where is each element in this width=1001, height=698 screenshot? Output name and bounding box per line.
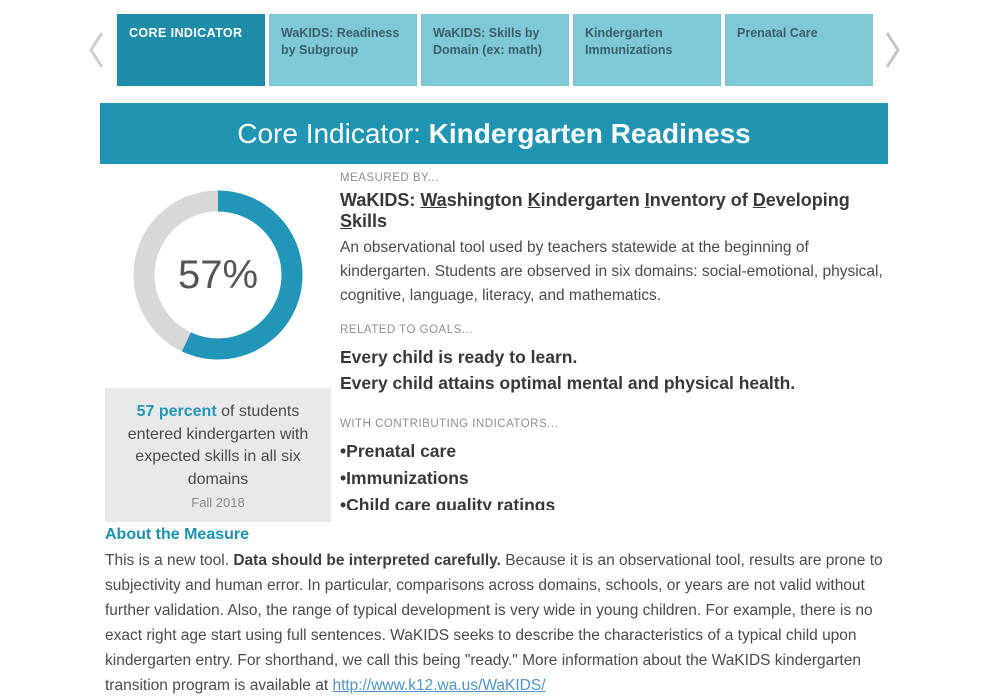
chevron-left-icon[interactable] <box>86 30 108 75</box>
goal-item: Every child is ready to learn. <box>340 347 578 367</box>
wakids-heading-seg: D <box>752 190 766 210</box>
about-heading: About the Measure <box>105 526 250 543</box>
wakids-heading-seg: shington <box>446 190 528 210</box>
stat-period: Fall 2018 <box>191 494 245 510</box>
chevron-right-icon[interactable] <box>881 30 903 75</box>
stat-callout-box: 57 percent of students entered kindergar… <box>105 388 331 523</box>
wakids-heading-seg: indergarten <box>540 190 645 210</box>
about-text-bold: Data should be interpreted carefully. <box>233 552 501 569</box>
wakids-heading-seg: I <box>644 190 650 210</box>
contributing-indicators-label: WITH CONTRIBUTING INDICATORS... <box>340 418 559 430</box>
detail-panel[interactable]: MEASURED BY... WaKIDS: Washington Kinder… <box>340 172 892 510</box>
about-paragraph: This is a new tool. Data should be inter… <box>105 548 897 698</box>
tab-prenatal-care[interactable]: Prenatal Care <box>725 14 873 86</box>
tab-wakids-readiness-by-subgroup[interactable]: WaKIDS: Readiness by Subgroup <box>269 14 417 86</box>
tab-core-indicator[interactable]: CORE INDICATOR <box>117 14 265 86</box>
goal-item: Every child attains optimal mental and p… <box>340 373 796 393</box>
stat-callout-text: 57 percent of students entered kindergar… <box>113 401 323 492</box>
page-title-main: Kindergarten Readiness <box>428 117 751 149</box>
wakids-heading-seg: nventory of <box>649 190 753 210</box>
about-text-1: This is a new tool. <box>105 552 234 569</box>
measured-by-label: MEASURED BY... <box>340 172 439 184</box>
stat-description: of students entered kindergarten with ex… <box>127 403 309 489</box>
donut-chart: 57% <box>131 188 305 362</box>
page-title: Core Indicator: Kindergarten Readiness <box>237 118 751 150</box>
wakids-heading: WaKIDS: Washington Kindergarten Inventor… <box>340 190 892 232</box>
page-title-banner: Core Indicator: Kindergarten Readiness <box>100 103 888 164</box>
tab-bar: CORE INDICATOR WaKIDS: Readiness by Subg… <box>117 14 873 86</box>
list-item: Immunizations <box>340 465 892 492</box>
wakids-heading-seg: eveloping <box>765 190 850 210</box>
wakids-heading-seg: kills <box>352 211 388 231</box>
wakids-heading-seg: S <box>340 211 353 231</box>
donut-svg <box>133 190 303 360</box>
stat-value: 57 percent <box>136 403 217 420</box>
list-item: Child care quality ratings <box>340 492 892 510</box>
page-title-prefix: Core Indicator: <box>237 117 429 149</box>
donut-value-arc <box>133 190 303 360</box>
wakids-description: An observational tool used by teachers s… <box>340 239 883 304</box>
contributing-indicators-list: Prenatal care Immunizations Child care q… <box>340 438 892 510</box>
related-goals-label: RELATED TO GOALS... <box>340 324 473 336</box>
wakids-link[interactable]: http://www.k12.wa.us/WaKIDS/ <box>332 677 546 694</box>
wakids-heading-seg: Wa <box>420 190 447 210</box>
about-text-2: Because it is an observational tool, res… <box>105 552 883 694</box>
wakids-heading-seg: WaKIDS: <box>340 190 421 210</box>
tab-wakids-skills-by-domain[interactable]: WaKIDS: Skills by Domain (ex: math) <box>421 14 569 86</box>
wakids-heading-seg: K <box>527 190 541 210</box>
donut-center-label: 57% <box>177 252 259 297</box>
list-item: Prenatal care <box>340 438 892 465</box>
tab-kindergarten-immunizations[interactable]: Kindergarten Immunizations <box>573 14 721 86</box>
